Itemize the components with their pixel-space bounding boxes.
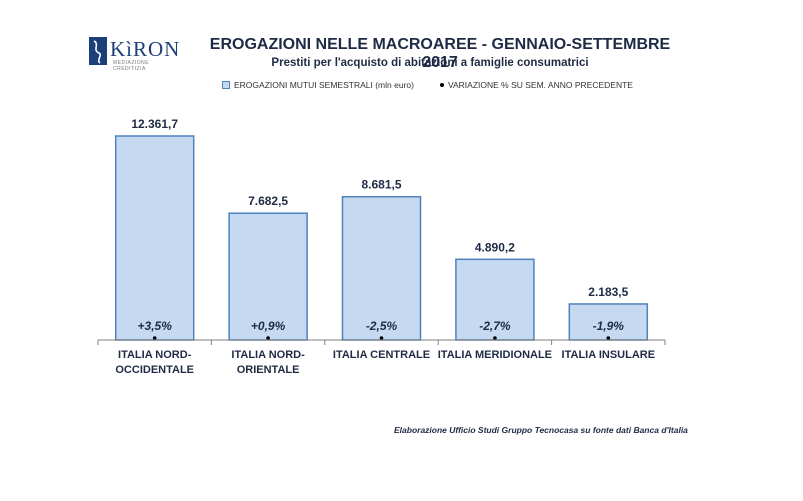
variation-label: +0,9% [251,319,286,333]
x-tick-label: ITALIA CENTRALE [333,349,430,361]
bar-value-label: 12.361,7 [131,117,178,131]
bar [455,258,535,341]
kiron-logo: KìRON MEDIAZIONE CREDITIZIA [88,36,179,72]
x-tick-label: ITALIA NORD- [118,349,192,361]
legend-dot-marker [439,83,444,87]
legend-variation-label: VARIAZIONE % SU SEM. ANNO PRECEDENTE [447,80,633,90]
kiron-emblem-icon [89,37,107,65]
variation-dot [379,336,384,340]
bar [341,195,422,341]
bar [228,212,308,341]
chart-legend: EROGAZIONI MUTUI SEMESTRALI (mln euro) V… [222,80,633,90]
x-tick-label: ITALIA NORD- [231,349,305,361]
bar-value-label: 7.682,5 [248,194,288,208]
chart-subtitle: Prestiti per l'acquisto di abitazioni a … [271,57,589,69]
variation-dot [266,336,270,340]
x-tick-label: ITALIA MERIDIONALE [438,349,552,361]
bar-value-label: 8.681,5 [361,178,401,192]
variation-label: -1,9% [593,319,625,333]
logo-wordmark: KìRON [110,37,181,61]
variation-label: -2,5% [366,319,398,333]
chart-title: EROGAZIONI NELLE MACROAREE - GENNAIO-SET… [209,36,671,71]
source-note: Elaborazione Ufficio Studi Gruppo Tecnoc… [394,425,688,435]
variation-dot [152,336,157,340]
legend-bar-swatch [222,81,230,89]
logo-tagline: MEDIAZIONE CREDITIZIA [113,60,150,72]
bar [568,303,649,341]
variation-label: +3,5% [138,319,173,333]
bar [114,135,195,341]
variation-label: -2,7% [479,319,511,333]
x-tick-label: ORIENTALE [237,364,300,376]
variation-dot [493,336,497,340]
legend-series-label: EROGAZIONI MUTUI SEMESTRALI (mln euro) [234,80,414,90]
x-tick-label: ITALIA INSULARE [562,349,656,361]
bar-value-label: 4.890,2 [475,240,515,254]
variation-dot [606,336,611,340]
bar-value-label: 2.183,5 [588,285,628,299]
x-tick-label: OCCIDENTALE [115,364,194,376]
